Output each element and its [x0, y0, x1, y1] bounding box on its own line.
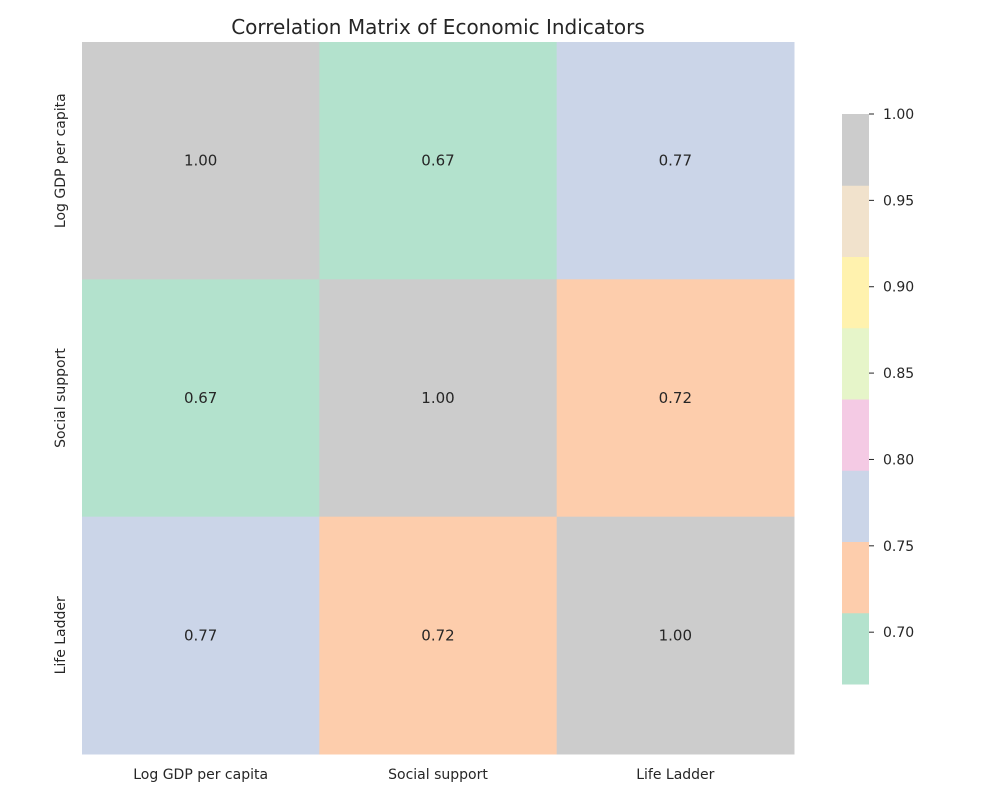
- colorbar-tick-label: 0.70: [883, 625, 914, 641]
- colorbar-segment: [842, 185, 869, 257]
- cell-annotation: 0.67: [421, 152, 454, 170]
- heatmap-cell: [319, 279, 558, 518]
- colorbar: [842, 114, 869, 685]
- colorbar-tick-labels: 0.70 0.75 0.80 0.85 0.90 0.95 1.00: [869, 107, 914, 641]
- colorbar-segment: [842, 612, 869, 685]
- colorbar-segment: [842, 114, 869, 186]
- heatmap-cells: [82, 42, 795, 755]
- x-tick-label: Social support: [388, 767, 488, 783]
- heatmap-cell: [556, 279, 795, 518]
- colorbar-segment: [842, 541, 869, 614]
- x-tick-label: Log GDP per capita: [133, 767, 268, 783]
- colorbar-tick-label: 1.00: [883, 107, 914, 123]
- colorbar-tick-label: 0.75: [883, 539, 914, 555]
- cell-annotation: 0.67: [184, 389, 217, 407]
- heatmap-cell: [319, 42, 558, 280]
- cell-annotation: 0.77: [184, 626, 217, 644]
- y-tick-label: Social support: [53, 348, 69, 448]
- colorbar-tick-label: 0.90: [883, 280, 914, 296]
- y-axis-tick-labels: Log GDP per capita Social support Life Lad…: [53, 93, 69, 674]
- colorbar-tick-label: 0.95: [883, 193, 914, 209]
- heatmap-cell: [556, 516, 795, 755]
- cell-annotation: 1.00: [421, 389, 454, 407]
- cell-annotation: 0.72: [659, 389, 692, 407]
- y-tick-label: Log GDP per capita: [53, 93, 69, 228]
- heatmap-cell: [319, 516, 558, 755]
- x-axis-tick-labels: Log GDP per capita Social support Life Lad…: [133, 767, 714, 783]
- colorbar-tick-label: 0.80: [883, 452, 914, 468]
- cell-annotation: 0.72: [421, 626, 454, 644]
- cell-annotation: 1.00: [184, 152, 217, 170]
- heatmap-cell: [82, 516, 320, 755]
- heatmap-cell: [82, 42, 320, 280]
- heatmap-cell: [556, 42, 795, 280]
- colorbar-segment: [842, 256, 869, 329]
- colorbar-tick-label: 0.85: [883, 366, 914, 382]
- y-tick-label: Life Ladder: [53, 596, 69, 674]
- colorbar-segment: [842, 470, 869, 542]
- heatmap-cell: [82, 279, 320, 518]
- colorbar-segment: [842, 327, 869, 400]
- cell-annotations: 1.00 0.67 0.77 0.67 1.00 0.72 0.77 0.72 1.00: [184, 152, 692, 645]
- chart-title: Correlation Matrix of Economic Indicator…: [231, 15, 645, 39]
- colorbar-segment: [842, 399, 869, 471]
- cell-annotation: 1.00: [659, 626, 692, 644]
- x-tick-label: Life Ladder: [636, 767, 714, 783]
- cell-annotation: 0.77: [659, 152, 692, 170]
